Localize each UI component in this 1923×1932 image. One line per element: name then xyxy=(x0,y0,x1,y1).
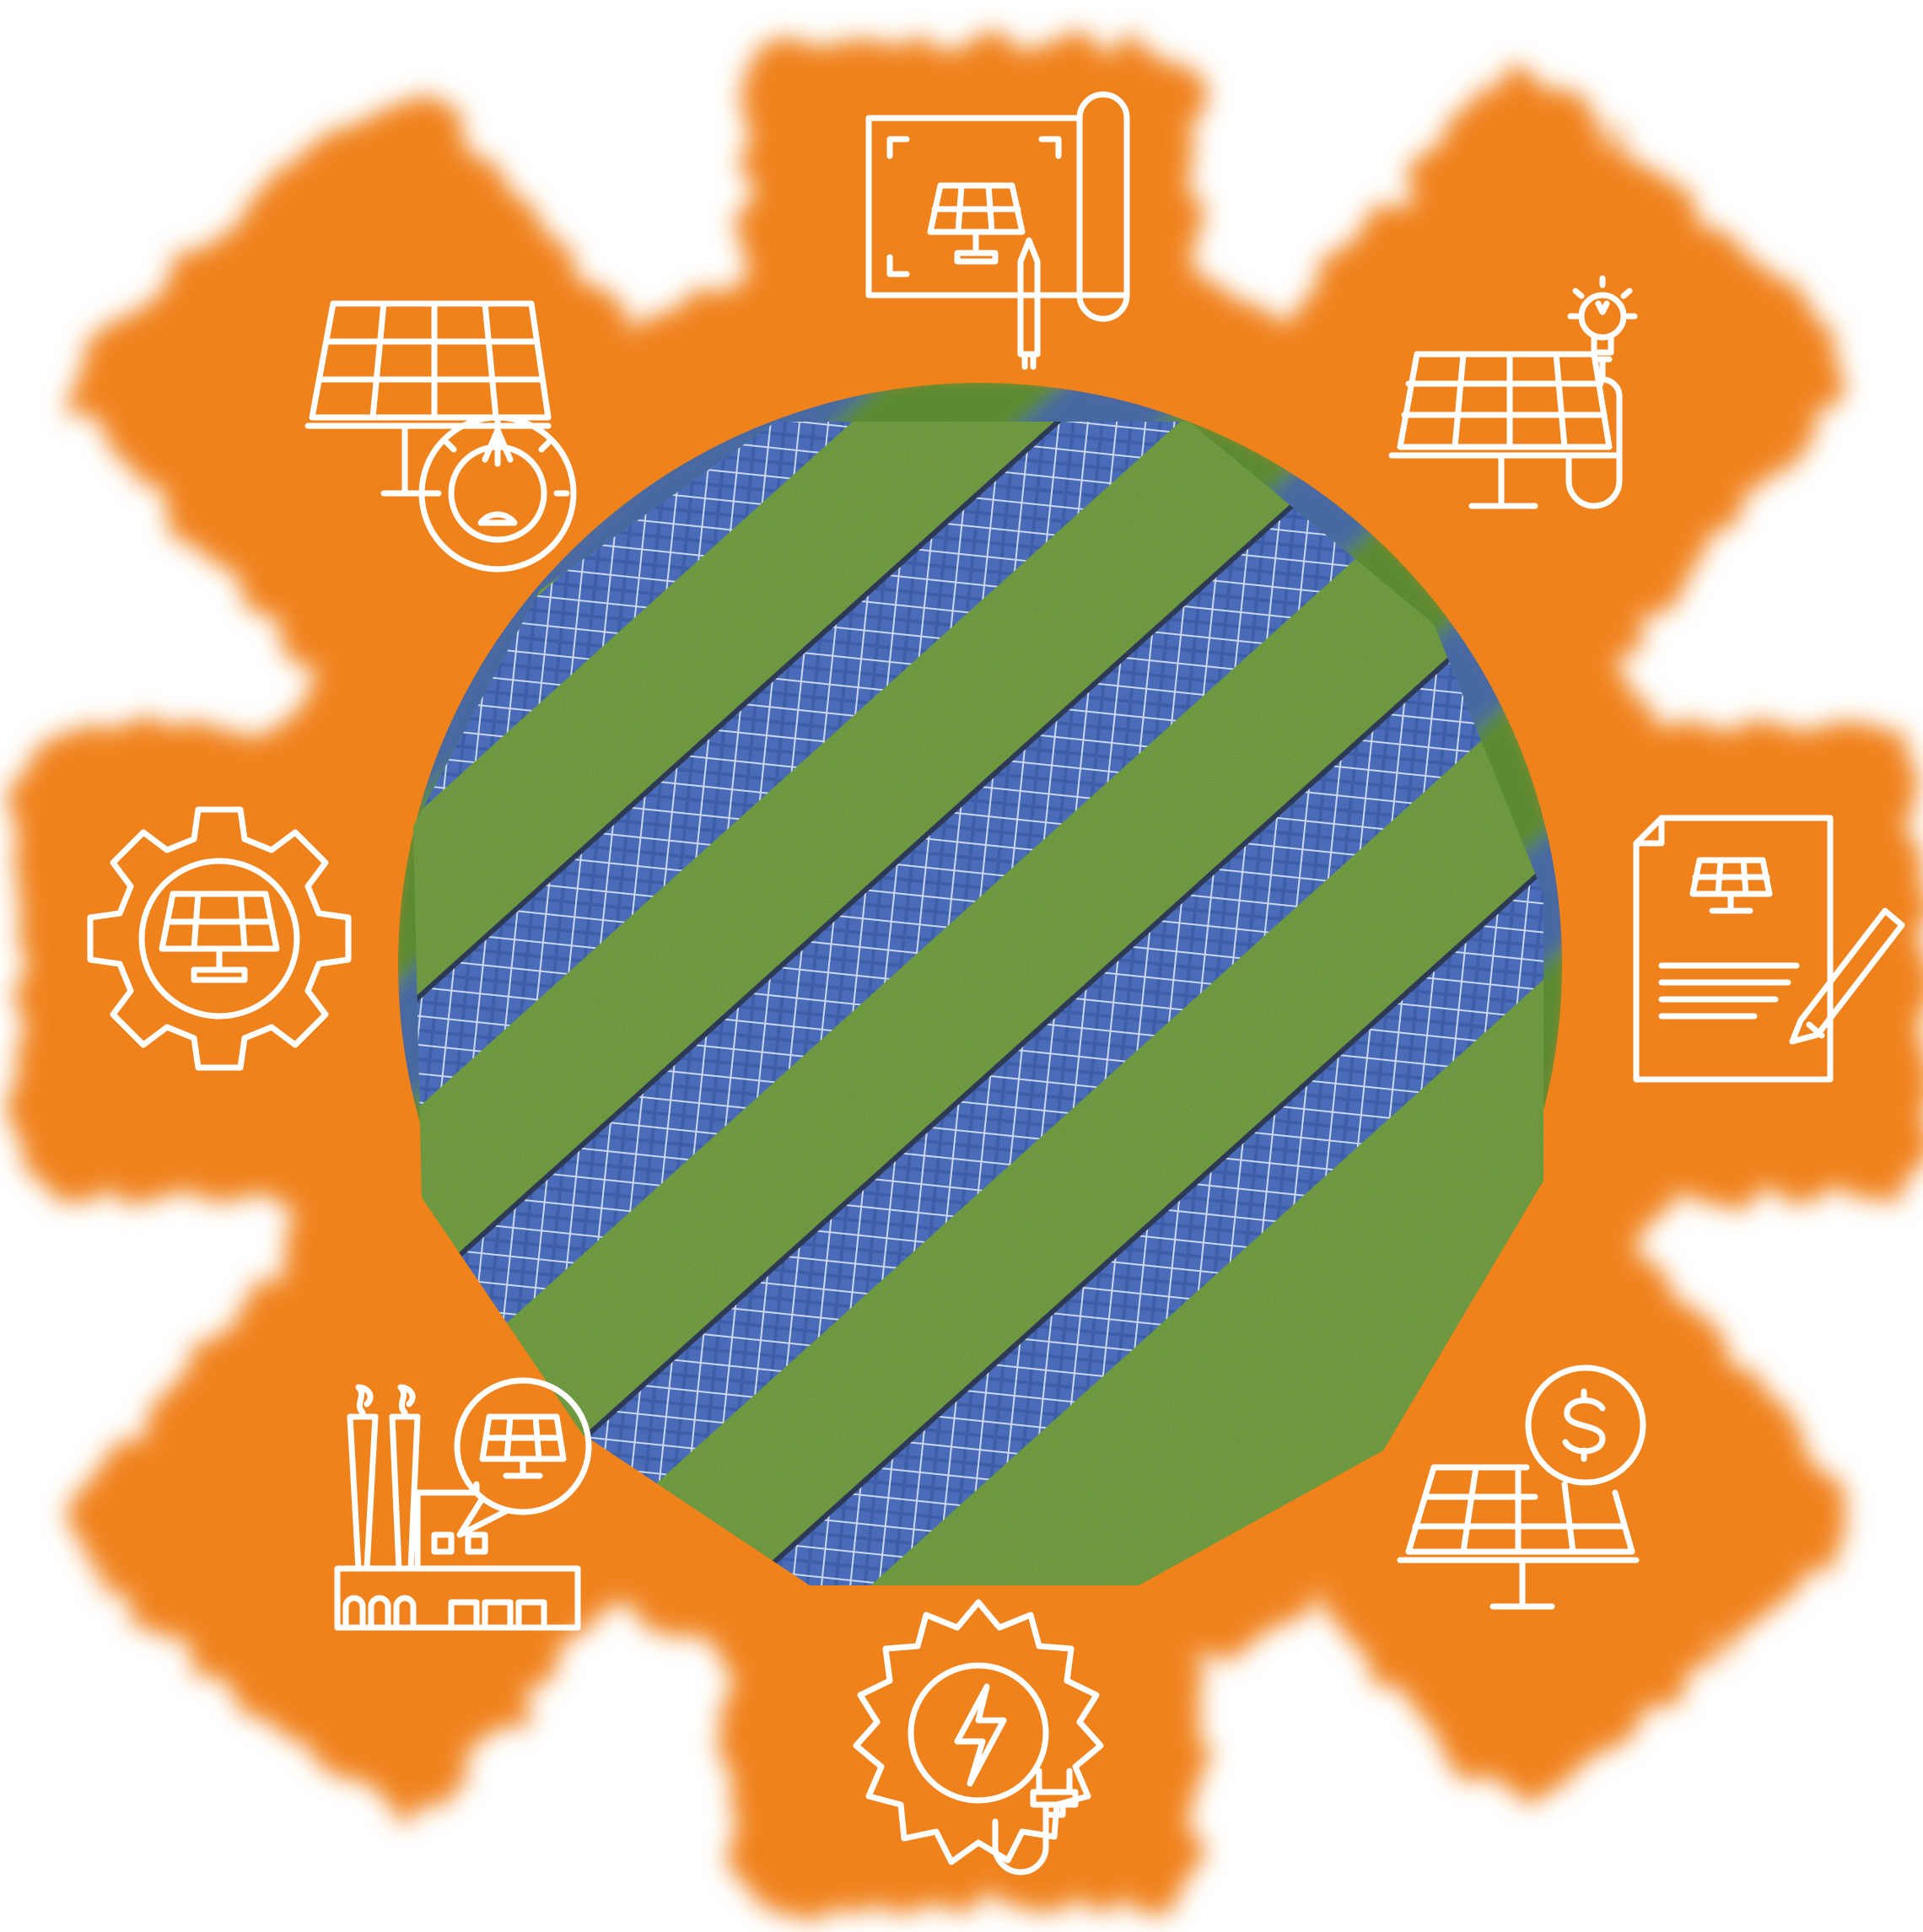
solar-panel-lightbulb-icon xyxy=(1383,275,1653,548)
solar-farm-core xyxy=(413,422,1543,1585)
solar-panel-dollar-icon xyxy=(1392,1358,1653,1628)
solar-panel-contract-icon xyxy=(1628,810,1906,1088)
solar-panel-gauge-icon xyxy=(304,295,582,573)
blueprint-solar-panel-icon xyxy=(843,91,1147,379)
factory-solar-panel-icon xyxy=(333,1366,611,1636)
gear-solar-panel-icon xyxy=(76,801,363,1088)
sun-lightning-plug-icon xyxy=(843,1594,1139,1906)
